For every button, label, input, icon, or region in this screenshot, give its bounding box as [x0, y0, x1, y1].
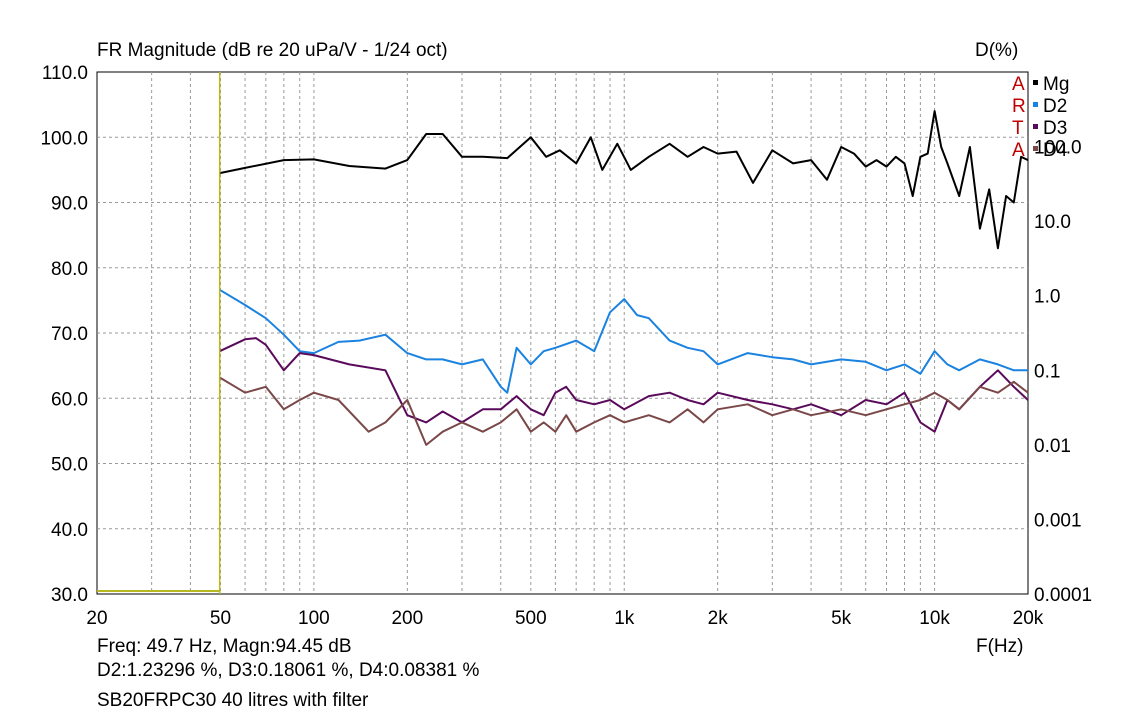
measurement-caption: SB20FRPC30 40 litres with filter — [97, 690, 369, 711]
series-d2 — [219, 288, 1028, 394]
chart-title: FR Magnitude (dB re 20 uPa/V - 1/24 oct) — [97, 40, 448, 61]
y-tick-label: 30.0 — [51, 585, 88, 606]
series-mg — [219, 110, 1029, 250]
series-lines — [219, 110, 1029, 446]
frequency-cursor[interactable] — [97, 72, 221, 594]
y2-tick-label: 1.0 — [1034, 287, 1060, 308]
legend-label: D2 — [1043, 96, 1067, 117]
y2-tick-label: 0.001 — [1034, 510, 1082, 531]
cursor-readout-distortion: D2:1.23296 %, D3:0.18061 %, D4:0.08381 % — [97, 660, 480, 681]
y-tick-label: 100.0 — [40, 128, 88, 149]
x-tick-label: 20k — [1013, 608, 1044, 629]
y2-tick-labels: 0.0001 0.001 0.01 0.1 1.0 10.0 100.0 — [1034, 138, 1092, 606]
legend-swatch — [1033, 80, 1038, 85]
watermark-letter: R — [1012, 96, 1026, 117]
legend-label: D4 — [1043, 140, 1068, 161]
x-tick-label: 10k — [919, 608, 950, 629]
y-tick-label: 80.0 — [51, 259, 88, 280]
x-axis-label: F(Hz) — [976, 636, 1024, 657]
series-d3 — [219, 337, 1029, 433]
y-tick-labels: 30.0 40.0 50.0 60.0 70.0 80.0 90.0 100.0 110.0 — [40, 63, 88, 606]
x-tick-label: 200 — [391, 608, 423, 629]
y-tick-label: 90.0 — [51, 194, 88, 215]
y2-tick-label: 0.1 — [1034, 361, 1060, 382]
y-tick-label: 110.0 — [42, 63, 88, 84]
x-tick-label: 2k — [708, 608, 729, 629]
watermark-letter: A — [1012, 140, 1025, 161]
y2-tick-label: 10.0 — [1034, 212, 1071, 233]
y-tick-label: 70.0 — [51, 324, 88, 345]
legend-swatch — [1033, 146, 1038, 151]
y2-tick-label: 100.0 — [1034, 138, 1082, 159]
legend-label: D3 — [1043, 118, 1067, 139]
cursor-readout-freq: Freq: 49.7 Hz, Magn:94.45 dB — [97, 636, 352, 657]
y2-tick-label: 0.0001 — [1034, 585, 1092, 606]
x-tick-label: 50 — [210, 608, 231, 629]
y-tick-label: 60.0 — [51, 389, 88, 410]
x-tick-label: 100 — [298, 608, 330, 629]
x-tick-label: 500 — [515, 608, 547, 629]
watermark-letter: T — [1012, 118, 1024, 139]
x-tick-labels: 20 50 100 200 500 1k 2k 5k 10k 20k — [86, 608, 1043, 629]
y2-tick-label: 0.01 — [1034, 436, 1071, 457]
y-tick-label: 50.0 — [51, 455, 88, 476]
legend-swatch — [1033, 102, 1038, 107]
x-tick-label: 5k — [831, 608, 852, 629]
series-d4 — [219, 376, 1029, 446]
legend-label: Mg — [1043, 74, 1069, 95]
watermark-letter: A — [1012, 74, 1025, 95]
y-tick-label: 40.0 — [51, 520, 88, 541]
x-tick-label: 20 — [86, 608, 107, 629]
x-tick-label: 1k — [614, 608, 635, 629]
right-axis-title: D(%) — [975, 40, 1019, 61]
legend-swatch — [1033, 124, 1038, 129]
